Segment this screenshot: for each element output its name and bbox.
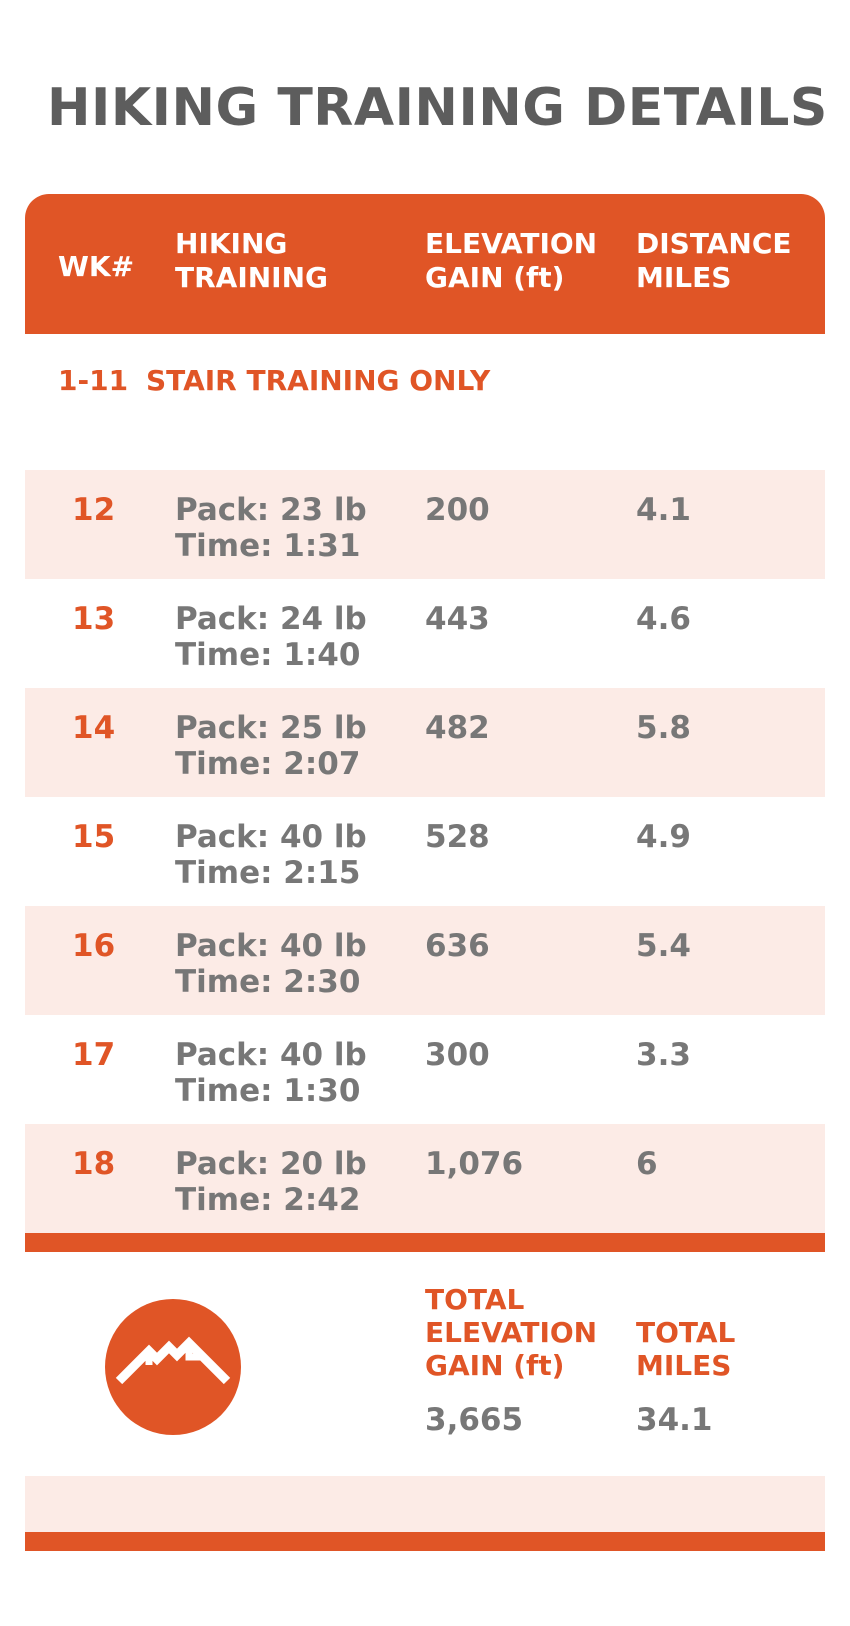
stair-weeks: 1-11 (58, 364, 129, 397)
row-distance: 6 (636, 1146, 658, 1182)
table-row: 18 Pack: 20 lb Time: 2:42 1,076 6 (25, 1124, 825, 1233)
header-elevation: ELEVATION GAIN (ft) (425, 227, 598, 294)
footer-bar (25, 1532, 825, 1551)
row-training: Pack: 23 lb Time: 1:31 (175, 492, 367, 564)
total-elevation-value: 3,665 (425, 1402, 524, 1438)
row-distance: 4.9 (636, 819, 691, 855)
footer-band (25, 1476, 825, 1532)
row-distance: 5.4 (636, 928, 691, 964)
row-training: Pack: 40 lb Time: 2:30 (175, 928, 367, 1000)
row-distance: 4.1 (636, 492, 691, 528)
row-elevation: 636 (425, 928, 490, 964)
table-row: 17 Pack: 40 lb Time: 1:30 300 3.3 (25, 1015, 825, 1124)
divider-bar (25, 1233, 825, 1252)
page-title: HIKING TRAINING DETAILS (47, 78, 828, 138)
row-distance: 3.3 (636, 1037, 691, 1073)
mountain-icon (105, 1299, 241, 1435)
row-distance: 4.6 (636, 601, 691, 637)
row-week: 18 (72, 1146, 116, 1182)
training-rows: 12 Pack: 23 lb Time: 1:31 200 4.1 13 Pac… (25, 470, 825, 1233)
row-elevation: 1,076 (425, 1146, 524, 1182)
row-week: 12 (72, 492, 116, 528)
header-distance: DISTANCE MILES (636, 227, 792, 294)
total-miles-label: TOTAL MILES (636, 1316, 736, 1382)
total-miles-value: 34.1 (636, 1402, 713, 1438)
row-week: 13 (72, 601, 116, 637)
row-elevation: 443 (425, 601, 490, 637)
row-week: 14 (72, 710, 116, 746)
total-elevation-label: TOTAL ELEVATION GAIN (ft) (425, 1283, 598, 1382)
row-week: 15 (72, 819, 116, 855)
row-training: Pack: 25 lb Time: 2:07 (175, 710, 367, 782)
table-row: 15 Pack: 40 lb Time: 2:15 528 4.9 (25, 797, 825, 906)
row-training: Pack: 24 lb Time: 1:40 (175, 601, 367, 673)
header-training: HIKING TRAINING (175, 227, 329, 294)
table-row: 16 Pack: 40 lb Time: 2:30 636 5.4 (25, 906, 825, 1015)
row-elevation: 528 (425, 819, 490, 855)
row-distance: 5.8 (636, 710, 691, 746)
stair-label: STAIR TRAINING ONLY (146, 364, 491, 397)
row-elevation: 482 (425, 710, 490, 746)
table-row: 12 Pack: 23 lb Time: 1:31 200 4.1 (25, 470, 825, 579)
row-week: 16 (72, 928, 116, 964)
table-header: WK# HIKING TRAINING ELEVATION GAIN (ft) … (25, 194, 825, 334)
row-elevation: 200 (425, 492, 490, 528)
row-training: Pack: 40 lb Time: 1:30 (175, 1037, 367, 1109)
row-training: Pack: 20 lb Time: 2:42 (175, 1146, 367, 1218)
table-row: 13 Pack: 24 lb Time: 1:40 443 4.6 (25, 579, 825, 688)
row-week: 17 (72, 1037, 116, 1073)
row-elevation: 300 (425, 1037, 490, 1073)
table-row: 14 Pack: 25 lb Time: 2:07 482 5.8 (25, 688, 825, 797)
header-week: WK# (58, 250, 135, 283)
row-training: Pack: 40 lb Time: 2:15 (175, 819, 367, 891)
